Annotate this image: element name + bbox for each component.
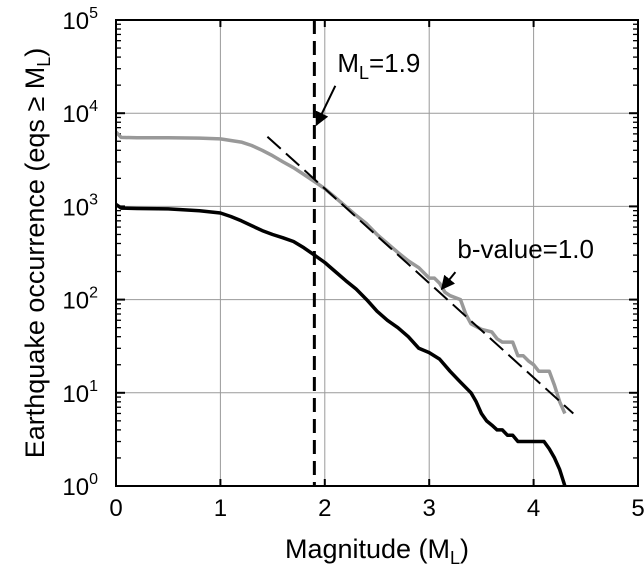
x-axis-label: Magnitude (ML) <box>285 534 469 568</box>
y-tick-labels: 100 101 102 103 104 105 <box>62 5 98 501</box>
y-tick-label: 101 <box>62 378 98 408</box>
series-line-1 <box>114 202 567 487</box>
x-tick-label: 3 <box>423 495 436 522</box>
series-line-0 <box>114 130 567 415</box>
x-tick-labels: 0 1 2 3 4 5 <box>109 495 644 522</box>
x-tick-label: 0 <box>109 495 122 522</box>
x-tick-label: 5 <box>631 495 644 522</box>
plot-area: ML=1.9 b-value=1.0 <box>114 19 639 487</box>
x-axis-label-subscript: L <box>450 548 460 568</box>
y-tick-label: 104 <box>62 98 98 128</box>
series-group <box>114 20 574 487</box>
grid <box>116 20 638 486</box>
annotation-label-0: ML=1.9 <box>337 48 420 83</box>
y-axis-label: Earthquake occurrence (eqs ≥ ML) <box>20 48 54 459</box>
x-tick-label: 1 <box>214 495 227 522</box>
annotation-arrow-1 <box>440 271 457 291</box>
plot-frame <box>115 19 639 487</box>
y-tick-label: 100 <box>62 471 98 501</box>
annotation-label-1: b-value=1.0 <box>457 234 594 264</box>
x-tick-label: 4 <box>527 495 540 522</box>
annotation-arrow-0 <box>315 85 337 127</box>
y-axis-label-subscript: L <box>34 57 54 67</box>
y-tick-label: 105 <box>62 5 98 35</box>
x-tick-label: 2 <box>318 495 331 522</box>
annotations: ML=1.9 b-value=1.0 <box>315 48 594 291</box>
y-tick-label: 102 <box>62 285 98 315</box>
series-line-2 <box>266 135 574 415</box>
plot-background <box>116 20 638 486</box>
y-tick-label: 103 <box>62 191 98 221</box>
